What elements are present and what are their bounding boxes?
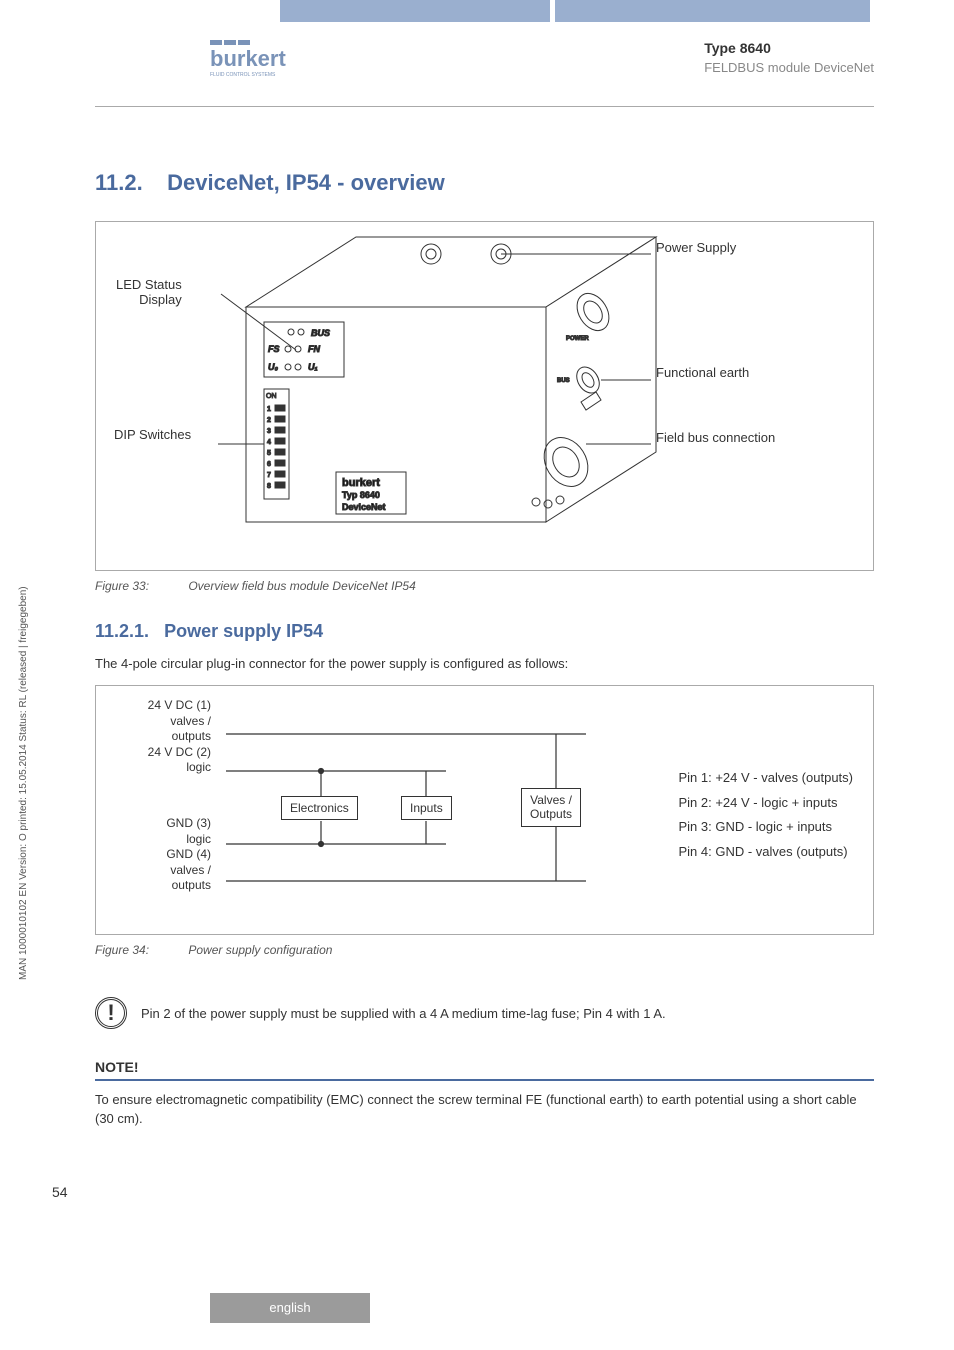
header-right: Type 8640 FELDBUS module DeviceNet — [704, 40, 874, 75]
note-body: To ensure electromagnetic compatibility … — [95, 1091, 874, 1129]
section-text: DeviceNet, IP54 - overview — [167, 170, 445, 195]
svg-text:ON: ON — [266, 393, 277, 400]
svg-text:Typ 8640: Typ 8640 — [342, 490, 380, 500]
figure-33: BUS FS FN U₀ U₁ ON 1 2 3 4 5 6 7 8 — [95, 221, 874, 571]
box-valves: Valves /Outputs — [521, 788, 581, 827]
warning-text: Pin 2 of the power supply must be suppli… — [141, 1006, 666, 1021]
svg-text:BUS: BUS — [557, 378, 570, 384]
svg-text:FN: FN — [308, 344, 320, 354]
logo-sub: FLUID CONTROL SYSTEMS — [210, 72, 276, 78]
header-bar-left — [280, 0, 550, 22]
figure-34: 24 V DC (1) valves / outputs 24 V DC (2)… — [95, 685, 874, 935]
pin3: Pin 3: GND - logic + inputs — [678, 815, 853, 840]
svg-text:BUS: BUS — [311, 328, 330, 338]
fig33-text: Overview field bus module DeviceNet IP54 — [188, 579, 415, 593]
pin1: Pin 1: +24 V - valves (outputs) — [678, 766, 853, 791]
ps-intro: The 4-pole circular plug-in connector fo… — [95, 656, 874, 671]
led-status-label: LED StatusDisplay — [116, 277, 182, 307]
svg-text:7: 7 — [267, 472, 271, 479]
svg-text:U₁: U₁ — [308, 362, 318, 372]
svg-text:DeviceNet: DeviceNet — [342, 502, 386, 512]
svg-text:6: 6 — [267, 461, 271, 468]
svg-text:POWER: POWER — [566, 336, 589, 342]
figure-33-caption: Figure 33: Overview field bus module Dev… — [95, 579, 874, 593]
power-supply-label: Power Supply — [656, 240, 736, 255]
svg-text:3: 3 — [267, 428, 271, 435]
figure-34-caption: Figure 34: Power supply configuration — [95, 943, 874, 957]
functional-earth-label: Functional earth — [656, 365, 749, 380]
fig34-num: Figure 34: — [95, 943, 185, 957]
pin4: Pin 4: GND - valves (outputs) — [678, 840, 853, 865]
type-sub: FELDBUS module DeviceNet — [704, 60, 874, 75]
svg-text:2: 2 — [267, 417, 271, 424]
section-title: 11.2. DeviceNet, IP54 - overview — [95, 170, 874, 196]
logo: burkert FLUID CONTROL SYSTEMS — [210, 40, 320, 85]
subsection-num: 11.2.1. — [95, 621, 149, 641]
sidebar-meta: MAN 1000010102 EN Version: O printed: 15… — [18, 586, 29, 980]
warning-icon: ! — [95, 997, 127, 1029]
header-content: burkert FLUID CONTROL SYSTEMS Type 8640 … — [95, 22, 874, 107]
pin-list: Pin 1: +24 V - valves (outputs) Pin 2: +… — [678, 766, 853, 865]
svg-text:4: 4 — [267, 439, 271, 446]
note-title: NOTE! — [95, 1059, 874, 1081]
page-header: burkert FLUID CONTROL SYSTEMS Type 8640 … — [0, 0, 954, 115]
page-number: 54 — [52, 1184, 68, 1200]
svg-text:5: 5 — [267, 450, 271, 457]
svg-text:8: 8 — [267, 483, 271, 490]
svg-text:FS: FS — [268, 344, 280, 354]
page-content: 11.2. DeviceNet, IP54 - overview — [95, 170, 874, 1129]
section-num: 11.2. — [95, 170, 143, 195]
subsection-title: 11.2.1. Power supply IP54 — [95, 621, 874, 642]
logo-text: burkert — [210, 46, 286, 71]
subsection-text: Power supply IP54 — [164, 621, 323, 641]
type-label: Type 8640 — [704, 40, 874, 56]
svg-text:burkert: burkert — [342, 477, 380, 489]
module-diagram: BUS FS FN U₀ U₁ ON 1 2 3 4 5 6 7 8 — [96, 222, 866, 572]
footer-language: english — [210, 1293, 370, 1323]
fieldbus-conn-label: Field bus connection — [656, 430, 775, 445]
pin2: Pin 2: +24 V - logic + inputs — [678, 791, 853, 816]
fig34-text: Power supply configuration — [188, 943, 332, 957]
box-electronics: Electronics — [281, 796, 358, 820]
svg-text:1: 1 — [267, 406, 271, 413]
box-inputs: Inputs — [401, 796, 452, 820]
fig33-num: Figure 33: — [95, 579, 185, 593]
dip-switches-label: DIP Switches — [114, 427, 191, 442]
svg-text:U₀: U₀ — [268, 362, 278, 372]
header-bar-right — [555, 0, 870, 22]
warning-row: ! Pin 2 of the power supply must be supp… — [95, 997, 874, 1029]
